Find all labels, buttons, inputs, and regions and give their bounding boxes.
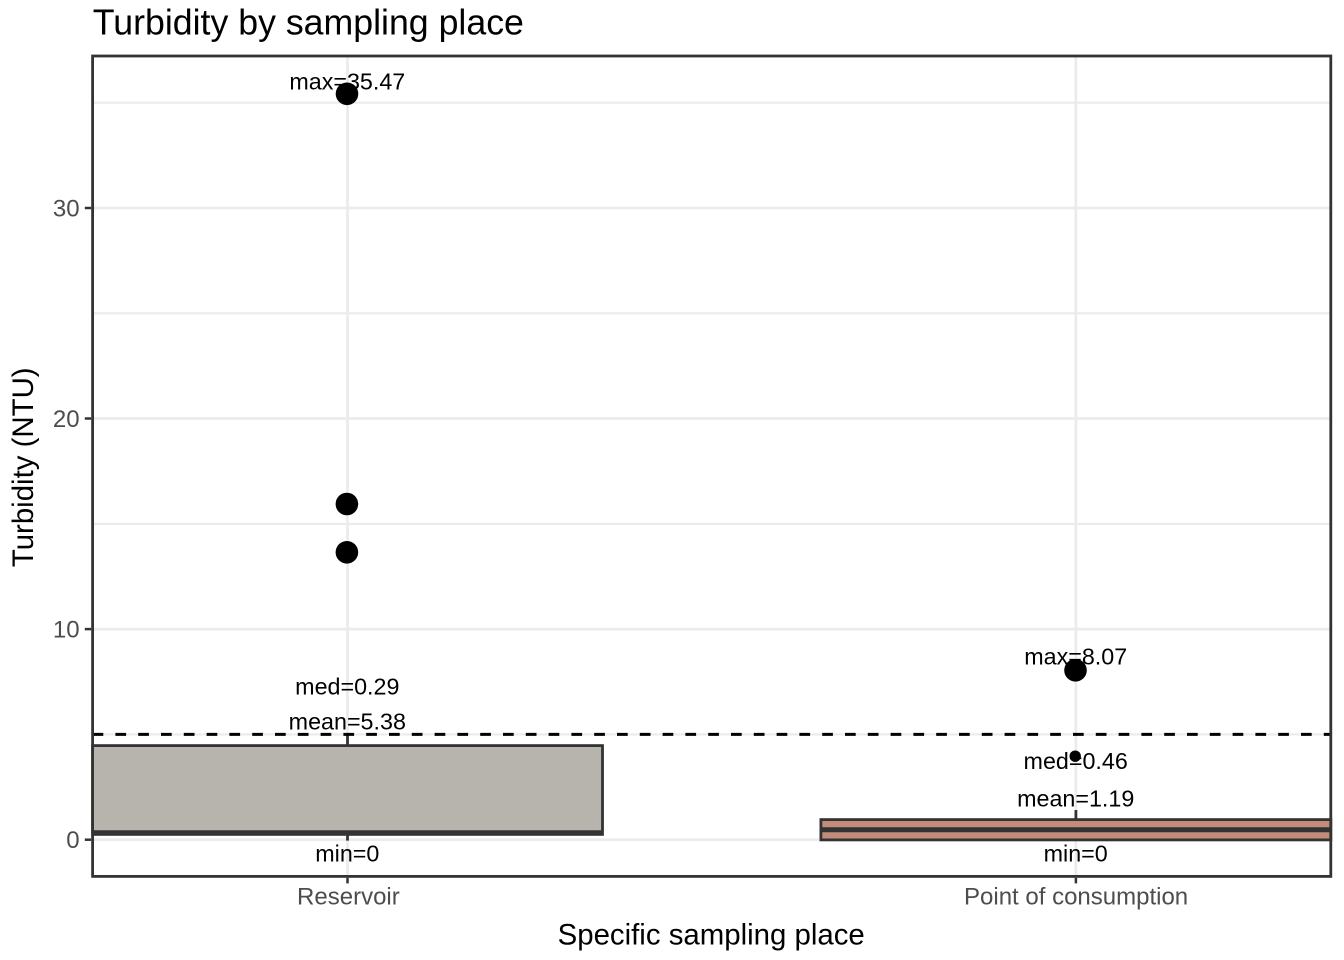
svg-text:Turbidity by sampling place: Turbidity by sampling place [93,2,524,42]
svg-text:Reservoir: Reservoir [297,884,400,911]
svg-text:min=0: min=0 [1044,841,1108,867]
svg-text:30: 30 [53,195,80,222]
svg-text:Point of consumption: Point of consumption [964,884,1188,911]
svg-text:10: 10 [53,617,80,644]
svg-text:med=0.29: med=0.29 [295,673,399,699]
svg-text:mean=1.19: mean=1.19 [1017,785,1134,811]
svg-text:20: 20 [53,406,80,433]
svg-text:Specific sampling place: Specific sampling place [558,918,865,951]
svg-text:Turbidity (NTU): Turbidity (NTU) [7,367,40,567]
svg-text:0: 0 [66,827,79,854]
svg-text:min=0: min=0 [315,841,379,867]
svg-text:mean=5.38: mean=5.38 [289,708,406,734]
